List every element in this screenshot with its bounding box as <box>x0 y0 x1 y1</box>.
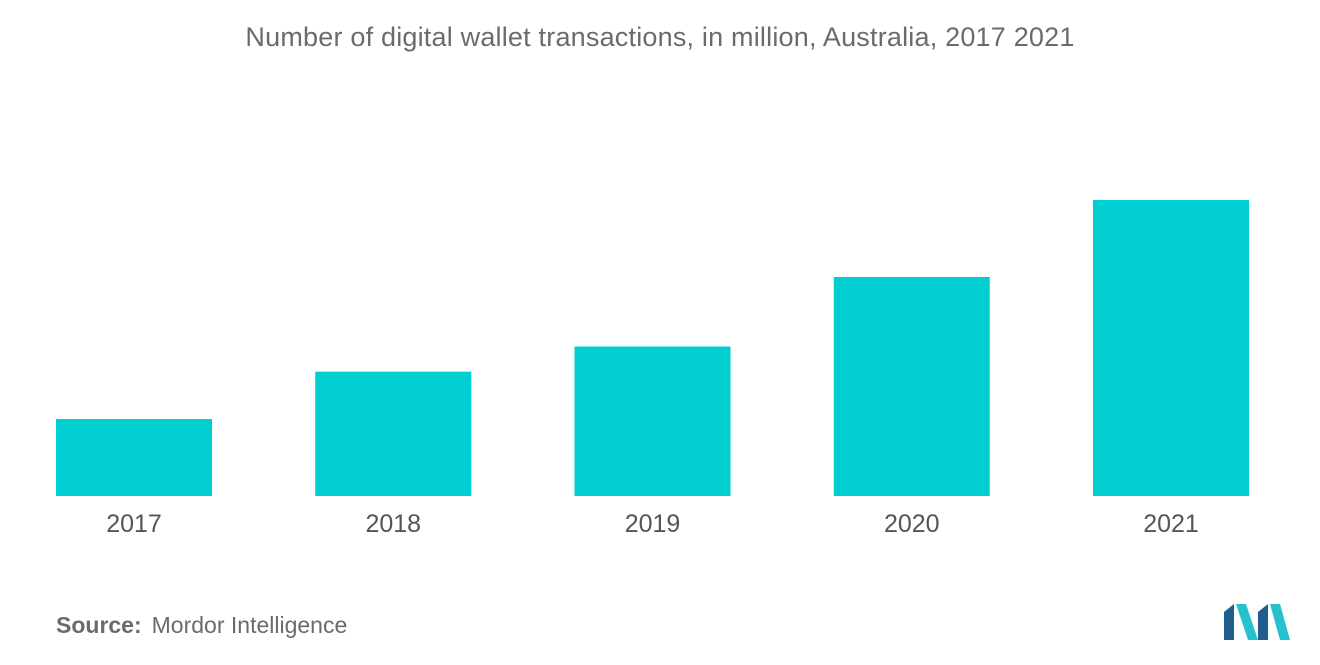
x-tick-labels: 2017 2018 2019 2020 2021 <box>106 510 1199 538</box>
x-tick-label-2021: 2021 <box>1143 510 1199 538</box>
x-tick-label-2018: 2018 <box>365 510 421 538</box>
source-line: Source: Mordor Intelligence <box>56 612 347 639</box>
x-tick-label-2020: 2020 <box>884 510 940 538</box>
bar-2021 <box>1093 200 1249 496</box>
bar-2018 <box>315 371 472 496</box>
bar-2019 <box>574 346 731 496</box>
source-label: Source: <box>56 612 142 638</box>
x-tick-label-2017: 2017 <box>106 510 162 538</box>
chart-title: Number of digital wallet transactions, i… <box>245 22 1075 52</box>
bars-group <box>56 200 1249 496</box>
bar-2020 <box>833 276 990 496</box>
x-tick-label-2019: 2019 <box>625 510 681 538</box>
bar-2017 <box>56 419 212 496</box>
source-text: Mordor Intelligence <box>151 612 348 638</box>
mordor-intelligence-logo-icon <box>1224 604 1290 640</box>
